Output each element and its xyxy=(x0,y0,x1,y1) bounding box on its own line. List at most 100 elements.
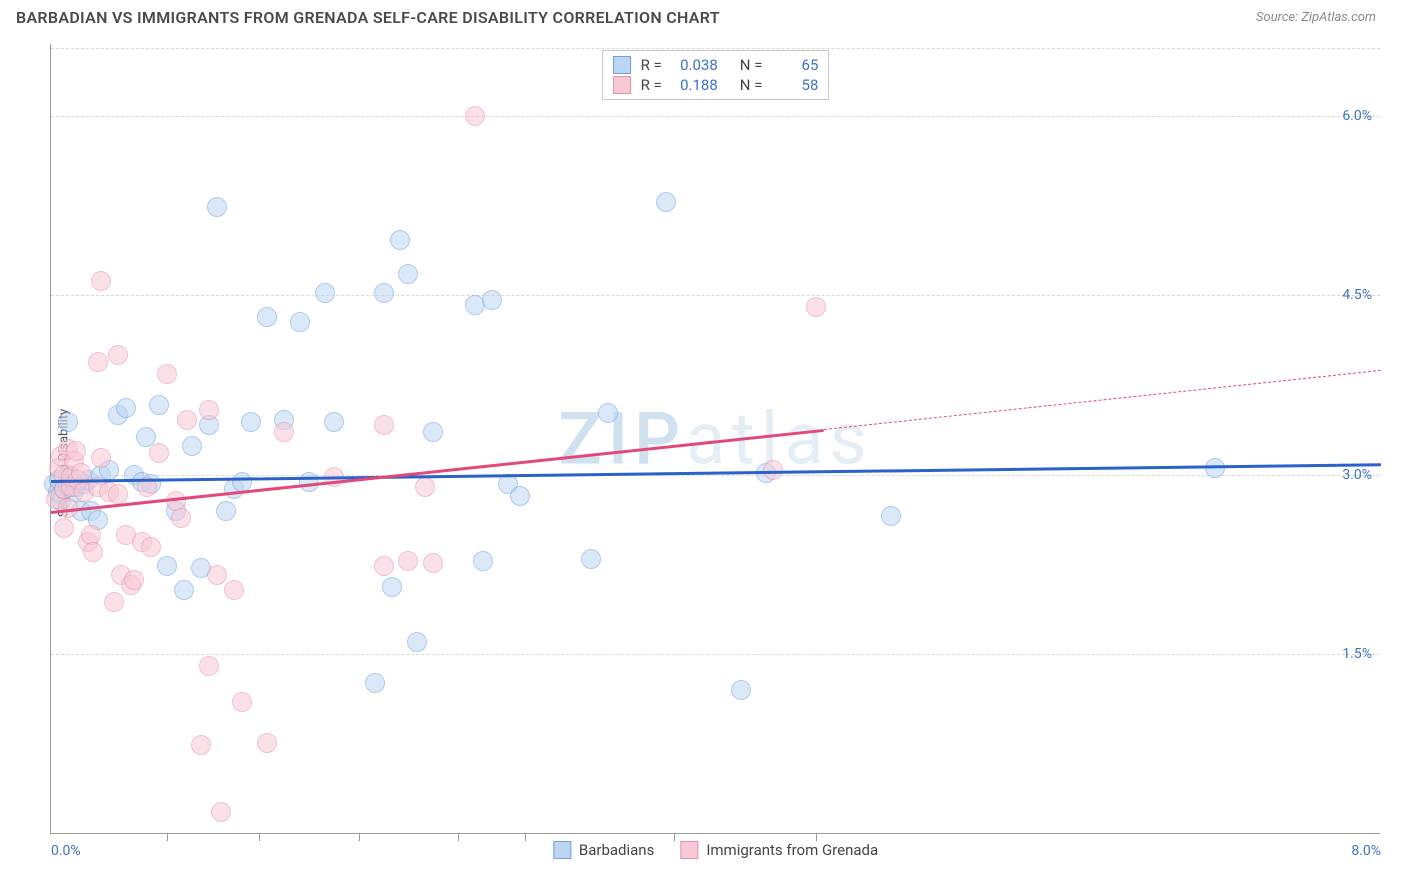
data-point xyxy=(731,680,751,700)
legend-label: Barbadians xyxy=(579,841,654,859)
data-point xyxy=(374,556,394,576)
gridline xyxy=(51,48,1380,49)
data-point xyxy=(274,422,294,442)
data-point xyxy=(171,508,191,528)
y-tick-label: 3.0% xyxy=(1342,467,1372,483)
data-point xyxy=(124,570,144,590)
trend-line xyxy=(51,463,1381,482)
legend-item: Immigrants from Grenada xyxy=(680,841,878,859)
n-label: N = xyxy=(740,56,763,74)
data-point xyxy=(881,506,901,526)
data-point xyxy=(598,403,618,423)
data-point xyxy=(174,580,194,600)
trend-line-extrapolated xyxy=(824,370,1381,430)
r-value: 0.188 xyxy=(672,76,718,94)
data-point xyxy=(116,398,136,418)
data-point xyxy=(149,443,169,463)
x-tick xyxy=(359,833,360,841)
n-value: 65 xyxy=(772,56,818,74)
data-point xyxy=(241,412,261,432)
x-tick xyxy=(525,833,526,841)
x-tick xyxy=(674,833,675,841)
data-point xyxy=(216,501,236,521)
data-point xyxy=(398,264,418,284)
data-point xyxy=(108,345,128,365)
legend-swatch xyxy=(680,841,698,859)
x-tick xyxy=(167,833,168,841)
data-point xyxy=(465,106,485,126)
data-point xyxy=(191,735,211,755)
data-point xyxy=(199,656,219,676)
data-point xyxy=(141,537,161,557)
data-point xyxy=(182,436,202,456)
data-point xyxy=(257,733,277,753)
r-label: R = xyxy=(641,76,662,94)
legend-label: Immigrants from Grenada xyxy=(706,841,878,859)
data-point xyxy=(91,271,111,291)
data-point xyxy=(211,802,231,822)
x-tick xyxy=(816,833,817,841)
data-point xyxy=(58,412,78,432)
data-point xyxy=(374,283,394,303)
data-point xyxy=(423,553,443,573)
data-point xyxy=(510,486,530,506)
data-point xyxy=(54,518,74,538)
data-point xyxy=(806,297,826,317)
data-point xyxy=(108,484,128,504)
data-point xyxy=(656,192,676,212)
legend-swatch xyxy=(553,841,571,859)
data-point xyxy=(315,283,335,303)
correlation-stats-box: R = 0.038 N = 65 R = 0.188 N = 58 xyxy=(602,50,830,100)
data-point xyxy=(374,415,394,435)
data-point xyxy=(83,542,103,562)
data-point xyxy=(382,577,402,597)
chart-title: BARBADIAN VS IMMIGRANTS FROM GRENADA SEL… xyxy=(16,8,720,27)
data-point xyxy=(149,395,169,415)
data-point xyxy=(257,307,277,327)
x-tick xyxy=(259,833,260,841)
series-swatch xyxy=(613,56,631,74)
data-point xyxy=(207,197,227,217)
data-point xyxy=(177,410,197,430)
data-point xyxy=(407,632,427,652)
data-point xyxy=(66,441,86,461)
data-point xyxy=(157,364,177,384)
data-point xyxy=(581,549,601,569)
legend-item: Barbadians xyxy=(553,841,654,859)
data-point xyxy=(473,551,493,571)
data-point xyxy=(365,673,385,693)
r-value: 0.038 xyxy=(672,56,718,74)
x-tick-label: 0.0% xyxy=(51,843,81,859)
x-tick-label: 8.0% xyxy=(1351,843,1381,859)
data-point xyxy=(136,427,156,447)
data-point xyxy=(104,592,124,612)
data-point xyxy=(390,230,410,250)
n-label: N = xyxy=(740,76,763,94)
x-tick xyxy=(458,833,459,841)
gridline xyxy=(51,295,1380,296)
data-point xyxy=(232,692,252,712)
data-point xyxy=(207,565,227,585)
r-label: R = xyxy=(641,56,662,74)
data-point xyxy=(290,312,310,332)
y-tick-label: 6.0% xyxy=(1342,108,1372,124)
data-point xyxy=(224,580,244,600)
stat-row: R = 0.038 N = 65 xyxy=(613,55,819,75)
y-tick-label: 4.5% xyxy=(1342,287,1372,303)
data-point xyxy=(199,400,219,420)
data-point xyxy=(398,551,418,571)
data-point xyxy=(157,556,177,576)
chart-source: Source: ZipAtlas.com xyxy=(1256,10,1376,25)
data-point xyxy=(423,422,443,442)
series-legend: Barbadians Immigrants from Grenada xyxy=(553,841,878,859)
y-tick-label: 1.5% xyxy=(1342,646,1372,662)
plot-area: ZIPatlas R =0.038N =65R =0.188N =58 Barb… xyxy=(50,44,1380,834)
data-point xyxy=(324,412,344,432)
gridline xyxy=(51,654,1380,655)
stat-row: R = 0.188 N = 58 xyxy=(613,75,819,95)
data-point xyxy=(91,448,111,468)
n-value: 58 xyxy=(772,76,818,94)
data-point xyxy=(88,352,108,372)
series-swatch xyxy=(613,76,631,94)
data-point xyxy=(482,290,502,310)
